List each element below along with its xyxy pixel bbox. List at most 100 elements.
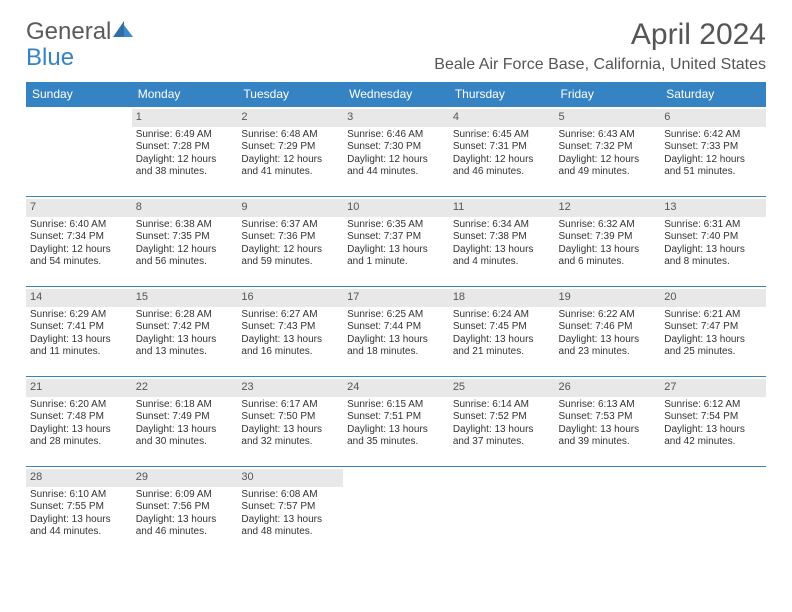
daylight-text: Daylight: 13 hours and 8 minutes. [664,244,762,269]
calendar-day-cell: 20Sunrise: 6:21 AMSunset: 7:47 PMDayligh… [660,287,766,377]
calendar-week-row: 7Sunrise: 6:40 AMSunset: 7:34 PMDaylight… [26,197,766,287]
calendar-day-cell: 15Sunrise: 6:28 AMSunset: 7:42 PMDayligh… [132,287,238,377]
sunset-text: Sunset: 7:28 PM [136,141,234,154]
calendar-day-cell [555,467,661,557]
calendar-week-row: 1Sunrise: 6:49 AMSunset: 7:28 PMDaylight… [26,107,766,197]
sunset-text: Sunset: 7:37 PM [347,231,445,244]
daylight-text: Daylight: 13 hours and 6 minutes. [559,244,657,269]
calendar-day-cell: 29Sunrise: 6:09 AMSunset: 7:56 PMDayligh… [132,467,238,557]
sunrise-text: Sunrise: 6:10 AM [30,489,128,502]
daylight-text: Daylight: 13 hours and 13 minutes. [136,334,234,359]
calendar-week-row: 28 Sunrise: 6:10 AMSunset: 7:55 PMDayligh… [26,467,766,557]
calendar-day-cell [26,107,132,197]
calendar-day-cell: 4Sunrise: 6:45 AMSunset: 7:31 PMDaylight… [449,107,555,197]
sunset-text: Sunset: 7:52 PM [453,411,551,424]
calendar-body: 1Sunrise: 6:49 AMSunset: 7:28 PMDaylight… [26,107,766,557]
sunrise-text: Sunrise: 6:38 AM [136,219,234,232]
daylight-text: Daylight: 12 hours and 54 minutes. [30,244,128,269]
day-number: 21 [26,379,132,397]
sunrise-text: Sunrise: 6:29 AM [30,309,128,322]
calendar-day-cell: 19Sunrise: 6:22 AMSunset: 7:46 PMDayligh… [555,287,661,377]
sunrise-text: Sunrise: 6:09 AM [136,489,234,502]
daylight-text: Daylight: 13 hours and 44 minutes. [30,514,128,539]
sunrise-text: Sunrise: 6:24 AM [453,309,551,322]
calendar-table: Sunday Monday Tuesday Wednesday Thursday… [26,82,766,557]
day-number: 18 [449,289,555,307]
header: General April 2024 Beale Air Force Base,… [26,18,766,74]
day-number: 1 [132,109,238,127]
brand-part2: Blue [26,44,74,72]
calendar-day-cell: 27Sunrise: 6:12 AMSunset: 7:54 PMDayligh… [660,377,766,467]
calendar-day-cell: 23Sunrise: 6:17 AMSunset: 7:50 PMDayligh… [237,377,343,467]
sunset-text: Sunset: 7:30 PM [347,141,445,154]
brand-logo: General [26,18,135,46]
sunset-text: Sunset: 7:34 PM [30,231,128,244]
daylight-text: Daylight: 13 hours and 23 minutes. [559,334,657,359]
daylight-text: Daylight: 13 hours and 18 minutes. [347,334,445,359]
day-number: 13 [660,199,766,217]
sunset-text: Sunset: 7:49 PM [136,411,234,424]
day-number: 8 [132,199,238,217]
sunset-text: Sunset: 7:33 PM [664,141,762,154]
title-block: April 2024 Beale Air Force Base, Califor… [434,18,766,74]
day-number: 28 [26,469,132,487]
sunset-text: Sunset: 7:32 PM [559,141,657,154]
calendar-day-cell: 25Sunrise: 6:14 AMSunset: 7:52 PMDayligh… [449,377,555,467]
sunrise-text: Sunrise: 6:31 AM [664,219,762,232]
day-number: 22 [132,379,238,397]
sunrise-text: Sunrise: 6:46 AM [347,129,445,142]
daylight-text: Daylight: 13 hours and 28 minutes. [30,424,128,449]
daylight-text: Daylight: 12 hours and 49 minutes. [559,154,657,179]
day-number: 3 [343,109,449,127]
sunrise-text: Sunrise: 6:45 AM [453,129,551,142]
calendar-day-cell: 8Sunrise: 6:38 AMSunset: 7:35 PMDaylight… [132,197,238,287]
day-number: 9 [237,199,343,217]
sunset-text: Sunset: 7:45 PM [453,321,551,334]
sunrise-text: Sunrise: 6:43 AM [559,129,657,142]
calendar-day-cell: 5 Sunrise: 6:43 AMSunset: 7:32 PMDaylight… [555,107,661,197]
sunrise-text: Sunrise: 6:37 AM [241,219,339,232]
daylight-text: Daylight: 13 hours and 42 minutes. [664,424,762,449]
daylight-text: Daylight: 13 hours and 16 minutes. [241,334,339,359]
calendar-day-cell [343,467,449,557]
daylight-text: Daylight: 12 hours and 46 minutes. [453,154,551,179]
calendar-week-row: 14Sunrise: 6:29 AMSunset: 7:41 PMDayligh… [26,287,766,377]
sunrise-text: Sunrise: 6:14 AM [453,399,551,412]
month-title: April 2024 [434,18,766,52]
sunrise-text: Sunrise: 6:40 AM [30,219,128,232]
day-number: 19 [555,289,661,307]
sunset-text: Sunset: 7:46 PM [559,321,657,334]
calendar-day-cell [660,467,766,557]
day-number: 27 [660,379,766,397]
daylight-text: Daylight: 12 hours and 41 minutes. [241,154,339,179]
calendar-day-cell [449,467,555,557]
logo-sail-icon [113,21,135,39]
daylight-text: Daylight: 12 hours and 56 minutes. [136,244,234,269]
weekday-header: Sunday [26,82,132,107]
daylight-text: Daylight: 12 hours and 59 minutes. [241,244,339,269]
daylight-text: Daylight: 13 hours and 32 minutes. [241,424,339,449]
sunset-text: Sunset: 7:38 PM [453,231,551,244]
day-number: 14 [26,289,132,307]
sunset-text: Sunset: 7:51 PM [347,411,445,424]
sunrise-text: Sunrise: 6:20 AM [30,399,128,412]
calendar-day-cell: 17Sunrise: 6:25 AMSunset: 7:44 PMDayligh… [343,287,449,377]
calendar-day-cell: 24Sunrise: 6:15 AMSunset: 7:51 PMDayligh… [343,377,449,467]
day-number: 5 [555,109,661,127]
day-number: 12 [555,199,661,217]
sunset-text: Sunset: 7:48 PM [30,411,128,424]
sunset-text: Sunset: 7:56 PM [136,501,234,514]
daylight-text: Daylight: 13 hours and 11 minutes. [30,334,128,359]
sunset-text: Sunset: 7:55 PM [30,501,128,514]
daylight-text: Daylight: 13 hours and 25 minutes. [664,334,762,359]
calendar-day-cell: 14Sunrise: 6:29 AMSunset: 7:41 PMDayligh… [26,287,132,377]
weekday-header: Friday [555,82,661,107]
day-number: 30 [237,469,343,487]
sunset-text: Sunset: 7:29 PM [241,141,339,154]
calendar-day-cell: 16Sunrise: 6:27 AMSunset: 7:43 PMDayligh… [237,287,343,377]
daylight-text: Daylight: 12 hours and 38 minutes. [136,154,234,179]
calendar-header-row: Sunday Monday Tuesday Wednesday Thursday… [26,82,766,107]
sunrise-text: Sunrise: 6:42 AM [664,129,762,142]
sunset-text: Sunset: 7:31 PM [453,141,551,154]
day-number: 23 [237,379,343,397]
